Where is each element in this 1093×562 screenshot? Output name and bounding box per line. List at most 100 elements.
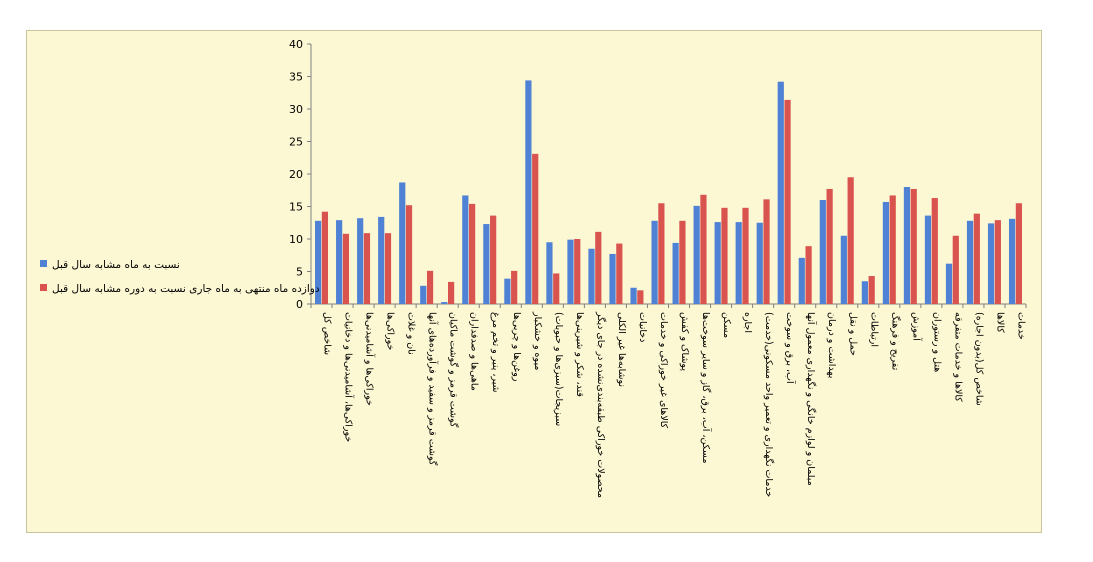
category-label: خوراکی‌ها: [385, 312, 396, 350]
bar-series-1: [315, 220, 322, 304]
bar-series-2: [637, 290, 644, 304]
category-label: دخانیات: [637, 312, 648, 342]
y-tick-label: 40: [289, 38, 303, 51]
category-label: نوشابه‌ها غیر الکلی: [616, 312, 627, 387]
bar-series-2: [910, 188, 917, 304]
category-label: کالاها: [994, 312, 1005, 333]
bar-series-1: [483, 224, 490, 304]
bar-series-1: [588, 248, 595, 304]
category-label: خدمات: [1015, 312, 1026, 340]
legend: نسبت به ماه مشابه سال قبل دوازده ماه منته…: [40, 259, 320, 295]
category-label: ارتباطات: [868, 312, 879, 347]
legend-swatch-1: [40, 260, 47, 267]
y-tick-label: 10: [289, 233, 303, 246]
bar-series-1: [336, 220, 343, 304]
category-label: اجاره: [742, 312, 753, 333]
y-tick-label: 0: [296, 298, 303, 311]
bar-series-1: [357, 218, 364, 304]
bar-series-1: [882, 201, 890, 304]
y-tick-label: 25: [289, 136, 303, 149]
bar-series-1: [777, 81, 784, 304]
category-label: میوه و خشکبار: [532, 311, 543, 370]
bar-series-1: [966, 220, 974, 304]
bar-series-2: [721, 207, 728, 304]
bar-series-2: [342, 233, 350, 304]
category-label: تفریح و فرهنگ: [889, 312, 901, 371]
bar-series-2: [805, 246, 812, 304]
legend-swatch-2: [40, 284, 47, 291]
bar-series-2: [384, 233, 392, 304]
bar-series-2: [868, 276, 875, 304]
category-label: هتل و رستوران: [931, 312, 942, 372]
category-label: قند، شکر و شیرینی‌ها: [574, 312, 585, 397]
bar-series-1: [861, 281, 868, 304]
bar-series-2: [826, 188, 833, 304]
bar-series-2: [426, 270, 434, 304]
bar-series-1: [651, 220, 658, 304]
category-label: آموزش: [910, 312, 923, 341]
legend-label-2: دوازده ماه منتهی به ماه جاری نسبت به دور…: [52, 283, 320, 295]
bar-series-1: [735, 222, 742, 304]
bar-series-2: [574, 239, 581, 304]
y-tick-label: 20: [289, 168, 303, 181]
category-label: گوشت قرمز و سفید و فرآورده‌های آنها: [427, 312, 440, 466]
bar-series-1: [630, 287, 637, 304]
bar-series-2: [595, 231, 602, 304]
category-label: شاخص کل: [322, 312, 333, 355]
category-label: گوشت قرمز و گوشت ماکیان: [448, 312, 460, 428]
bar-series-2: [994, 220, 1001, 304]
bar-series-1: [462, 195, 469, 304]
bar-series-2: [405, 205, 413, 304]
bar-series-1: [840, 235, 847, 304]
category-labels: شاخص کل خوراکی‌ها، آشامیدنی‌ها و دخانیات خ…: [322, 311, 1027, 498]
bar-series-1: [420, 285, 427, 304]
category-label: سبزیجات(سبزی‌ها و حبوبات): [553, 312, 564, 426]
category-label: حمل و نقل: [847, 312, 858, 356]
bar-series-2: [1015, 203, 1022, 304]
category-label: کالاهای غیر خوراکی و خدمات: [658, 312, 669, 429]
bar-series-2: [321, 211, 329, 304]
bar-series-2: [931, 198, 938, 304]
y-tick-label: 5: [296, 266, 303, 279]
category-label: شاخص کل(بدون اجاره): [973, 312, 984, 406]
bar-series-2: [889, 195, 896, 304]
bar-series-1: [609, 253, 616, 304]
bar-series-1: [903, 187, 911, 304]
y-tick-label: 30: [289, 103, 303, 116]
category-label: ماهی‌ها و صدفداران: [469, 312, 480, 391]
bar-series-1: [693, 205, 700, 304]
bar-series-2: [490, 215, 497, 304]
bar-series-2: [363, 233, 371, 304]
category-label: خوراکی‌ها، آشامیدنی‌ها و دخانیات: [343, 312, 356, 442]
bar-series-2: [763, 199, 770, 304]
category-label: مسکن: [721, 312, 732, 338]
bar-series-2: [658, 203, 665, 304]
category-label: مسکن، آب، برق، گاز و سایر سوخت‌ها: [700, 312, 713, 464]
bar-series-1: [756, 222, 763, 304]
y-tick-label: 15: [289, 201, 303, 214]
bar-series-2: [784, 99, 791, 305]
bar-series-2: [447, 281, 455, 304]
bar-series-1: [441, 302, 448, 304]
bar-series-1: [819, 200, 826, 304]
bar-series-2: [532, 153, 539, 304]
bar-series-1: [378, 216, 385, 304]
category-label: کالاها و خدمات متفرقه: [952, 312, 963, 402]
bar-series-2: [511, 270, 518, 304]
bar-series-1: [525, 80, 532, 305]
bar-series-2: [616, 243, 623, 304]
bar-series-1: [567, 239, 574, 304]
category-label: بهداشت و درمان: [826, 312, 837, 378]
bar-series-1: [1008, 218, 1016, 304]
bar-series-2: [469, 203, 476, 304]
category-label: آب، برق و سوخت: [784, 312, 797, 384]
y-tick-label: 35: [289, 71, 303, 84]
bar-series-1: [924, 215, 932, 304]
bar-series-2: [700, 194, 707, 304]
bar-series-2: [553, 273, 560, 304]
category-label: خوراکی‌ها و آشامیدنی‌ها: [364, 312, 377, 406]
bar-series-2: [847, 177, 854, 304]
category-label: نان و غلات: [406, 312, 417, 355]
bar-series-1: [672, 242, 679, 304]
